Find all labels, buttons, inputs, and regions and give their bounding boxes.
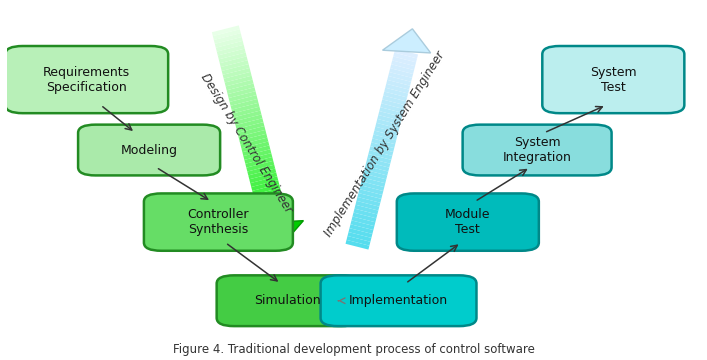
Text: Implementation by System Engineer: Implementation by System Engineer <box>322 49 448 239</box>
Text: Requirements
Specification: Requirements Specification <box>43 66 130 94</box>
FancyBboxPatch shape <box>397 193 539 251</box>
Text: Controller
Synthesis: Controller Synthesis <box>187 208 249 236</box>
FancyBboxPatch shape <box>320 275 477 326</box>
Polygon shape <box>245 221 303 247</box>
FancyBboxPatch shape <box>462 125 612 175</box>
Text: System
Test: System Test <box>590 66 636 94</box>
FancyBboxPatch shape <box>144 193 293 251</box>
Polygon shape <box>382 29 431 53</box>
FancyBboxPatch shape <box>542 46 684 113</box>
Text: System
Integration: System Integration <box>503 136 571 164</box>
Text: Implementation: Implementation <box>349 294 448 307</box>
Text: Design by Control Engineer: Design by Control Engineer <box>198 71 295 216</box>
FancyBboxPatch shape <box>6 46 168 113</box>
Text: Figure 4. Traditional development process of control software: Figure 4. Traditional development proces… <box>173 343 534 356</box>
FancyBboxPatch shape <box>216 275 358 326</box>
Text: Simulation: Simulation <box>255 294 321 307</box>
Text: Module
Test: Module Test <box>445 208 491 236</box>
Text: Modeling: Modeling <box>121 144 177 157</box>
FancyBboxPatch shape <box>78 125 220 175</box>
